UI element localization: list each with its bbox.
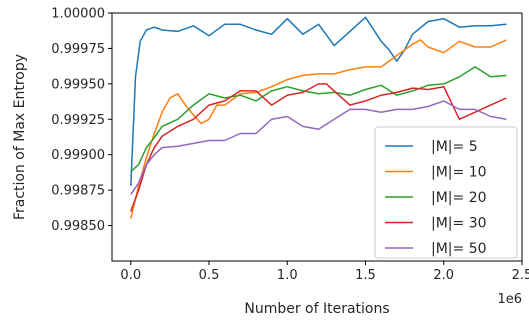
y-tick-label: 0.99950 bbox=[51, 77, 105, 92]
legend: |M|= 5 |M|= 10 |M|= 20 |M|= 30 |M|= 50 bbox=[374, 126, 518, 259]
x-tick-label: 2.5 bbox=[512, 268, 529, 283]
y-tick-label: 0.99900 bbox=[51, 148, 105, 163]
y-axis-label: Fraction of Max Entropy bbox=[12, 54, 28, 220]
y-tick-label: 1.00000 bbox=[51, 7, 105, 22]
y-tick-label: 0.99875 bbox=[51, 184, 105, 199]
x-tick-label: 0.5 bbox=[199, 268, 220, 283]
y-tick-label: 0.99975 bbox=[51, 42, 105, 57]
x-axis: 0.0 0.5 1.0 1.5 2.0 2.5 bbox=[120, 261, 529, 283]
plot-lines bbox=[130, 16, 507, 219]
legend-label: |M|= 5 bbox=[431, 139, 478, 155]
x-tick-label: 1.0 bbox=[277, 268, 298, 283]
legend-label: |M|= 50 bbox=[431, 241, 487, 257]
x-tick-label: 0.0 bbox=[120, 268, 141, 283]
y-axis: 0.99850 0.99875 0.99900 0.99925 0.99950 0.999… bbox=[51, 7, 112, 234]
legend-label: |M|= 30 bbox=[431, 216, 487, 232]
x-tick-label: 2.0 bbox=[433, 268, 454, 283]
series-line bbox=[130, 16, 507, 186]
legend-box bbox=[374, 126, 518, 259]
x-axis-label: Number of Iterations bbox=[244, 301, 389, 317]
legend-label: |M|= 20 bbox=[431, 190, 487, 206]
series-line bbox=[130, 100, 507, 195]
series-line bbox=[130, 83, 507, 212]
x-tick-label: 1.5 bbox=[355, 268, 376, 283]
series-line bbox=[130, 66, 507, 173]
y-tick-label: 0.99850 bbox=[51, 219, 105, 234]
y-tick-label: 0.99925 bbox=[51, 113, 105, 128]
plot-frame bbox=[111, 12, 523, 262]
legend-label: |M|= 10 bbox=[431, 165, 487, 181]
series-line bbox=[130, 39, 507, 219]
x-axis-offset-label: 1e6 bbox=[497, 292, 522, 307]
